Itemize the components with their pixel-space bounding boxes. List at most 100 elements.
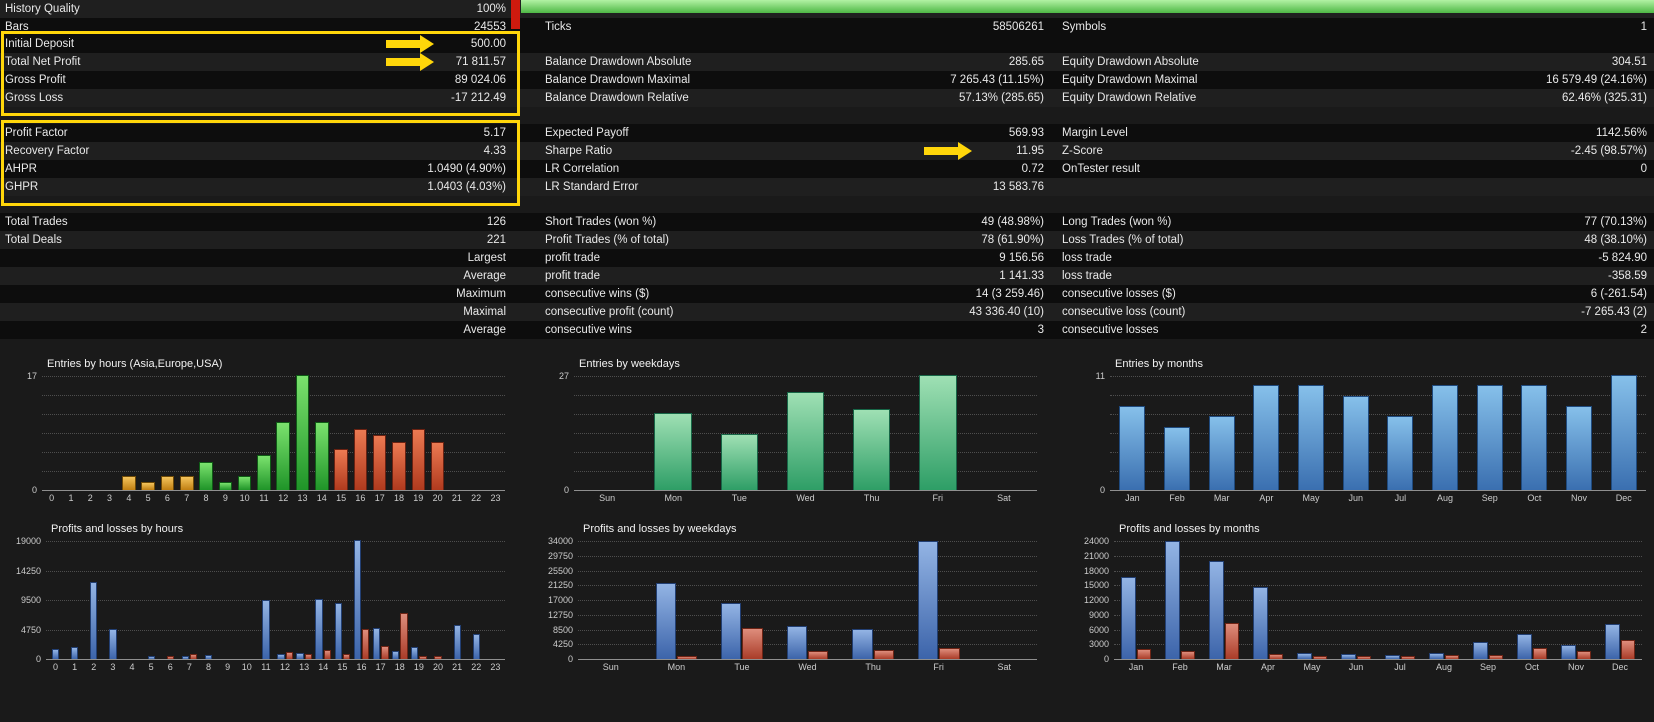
stat-value: 126: [486, 216, 506, 228]
bar-series: [1114, 541, 1642, 659]
stat-label: Loss Trades (% of total): [1062, 234, 1184, 246]
stat-row: Bars 24553 Ticks 58506261 Symbols 1: [0, 18, 1654, 36]
bar-slot: [840, 541, 906, 659]
stat-row: Average profit trade 1 141.33 loss trade -35…: [0, 267, 1654, 285]
bar-slot: [314, 541, 333, 659]
loss-bar: [676, 656, 698, 659]
entries-bar: [411, 429, 426, 490]
stat-group-3: Profit Factor 5.17 Expected Payoff 569.93 Ma…: [0, 124, 1654, 196]
stat-row: Initial Deposit 500.00: [0, 35, 1654, 53]
y-axis-label: 18000: [1083, 565, 1109, 576]
stat-value: 14 (3 259.46): [975, 288, 1044, 300]
chart-entries-by-weekdays: Entries by weekdays 0 27 Sun Mon Tue Wed Thu Fri…: [548, 356, 1045, 512]
stat-label: Short Trades (won %): [545, 216, 657, 228]
stat-label: Profit Factor: [5, 127, 68, 139]
profit-bar: [1209, 561, 1224, 659]
y-axis-label: 29750: [547, 550, 573, 561]
x-axis-labels: Sun Mon Tue Wed Thu Fri Sat: [574, 493, 1037, 503]
y-axis-label: 27: [558, 371, 569, 381]
gridline: [1114, 556, 1642, 557]
entries-bar: [295, 375, 310, 490]
x-axis-label: 9: [225, 662, 231, 672]
x-axis-label: Mon: [667, 662, 686, 672]
bar-slot: [100, 376, 119, 490]
stat-label: consecutive loss (count): [1062, 306, 1186, 318]
x-axis-label: 6: [167, 662, 173, 672]
chart-title: Entries by months: [1115, 358, 1204, 370]
bar-slot: [971, 376, 1037, 490]
profit-bar: [147, 656, 155, 659]
bar-slot: [1467, 376, 1512, 490]
bar-slot: [274, 376, 293, 490]
x-axis-label: Feb: [1172, 662, 1188, 672]
loss-bar: [362, 629, 370, 659]
gridline: [1114, 571, 1642, 572]
gridline: [42, 433, 505, 434]
stat-value: 71 811.57: [190, 53, 510, 71]
bar-slot: [1510, 541, 1554, 659]
x-axis-label: 9: [222, 493, 228, 503]
bar-slot: [409, 376, 428, 490]
stat-label: [1048, 35, 1352, 53]
profit-bar: [411, 647, 419, 659]
entries-bar: [720, 434, 759, 490]
bar-slot: [429, 541, 448, 659]
stat-value: 1: [1640, 21, 1647, 33]
y-axis-label: 9500: [20, 595, 41, 605]
stat-label: OnTester result: [1062, 163, 1140, 175]
stat-label: Initial Deposit: [5, 38, 75, 50]
gridline: [1110, 414, 1646, 415]
x-axis-label: 16: [356, 662, 367, 672]
stat-value: [1352, 35, 1654, 53]
bar-slot: [1290, 541, 1334, 659]
y-axis-label: 19000: [15, 536, 41, 546]
bar-slot: [65, 541, 84, 659]
gridline: [1110, 433, 1646, 434]
profit-bar: [786, 626, 808, 659]
loss-bar: [1180, 651, 1195, 659]
loss-bar: [1268, 654, 1283, 659]
entries-bar: [1253, 385, 1280, 490]
bar-slot: [971, 541, 1037, 659]
chart-plot: [1110, 375, 1646, 491]
gridline: [1110, 471, 1646, 472]
stat-label: Gross Profit: [5, 74, 66, 86]
stat-value: 285.65: [1008, 56, 1044, 68]
entries-bar: [654, 413, 693, 490]
x-axis-label: 15: [337, 662, 348, 672]
x-axis-label: 14: [318, 662, 329, 672]
bar-slot: [1422, 541, 1466, 659]
stat-row: Maximal consecutive profit (count) 43 336.…: [0, 303, 1654, 321]
bar-slot: [409, 541, 428, 659]
chart-title: Entries by weekdays: [579, 358, 680, 370]
loss-bar: [1312, 656, 1327, 659]
profit-bar: [917, 541, 939, 659]
profit-bar: [1605, 624, 1620, 659]
gridline: [1110, 395, 1646, 396]
entries-bar: [1476, 385, 1503, 490]
x-axis-label: Nov: [1567, 662, 1584, 672]
stat-row: Average consecutive wins 3 consecutive loss…: [0, 321, 1654, 339]
x-axis-label: Fri: [932, 493, 944, 503]
stat-label: Bars: [5, 21, 29, 33]
x-axis-label: 21: [452, 662, 463, 672]
entries-bar: [1342, 396, 1369, 490]
entries-bar: [1521, 385, 1548, 490]
stat-value: 1.0403 (4.03%): [427, 181, 506, 193]
chart-plot: [578, 541, 1037, 660]
bar-slot: [333, 541, 352, 659]
stat-value: 48 (38.10%): [1584, 234, 1647, 246]
stat-value: 0: [1640, 163, 1647, 175]
gridline: [42, 452, 505, 453]
bar-slot: [1199, 376, 1244, 490]
x-axis-labels: Jan Feb Mar Apr May Jun Jul Aug Sep Oct Nov Dec: [1114, 662, 1642, 672]
profit-bar: [372, 628, 381, 659]
entries-bar: [276, 422, 290, 490]
loss-bar: [419, 656, 427, 659]
stat-label: LR Correlation: [545, 163, 620, 175]
bar-slot: [486, 541, 505, 659]
profit-bar: [1165, 541, 1180, 659]
stat-label: Balance Drawdown Maximal: [545, 74, 691, 86]
y-axis-label: 14250: [15, 565, 41, 576]
